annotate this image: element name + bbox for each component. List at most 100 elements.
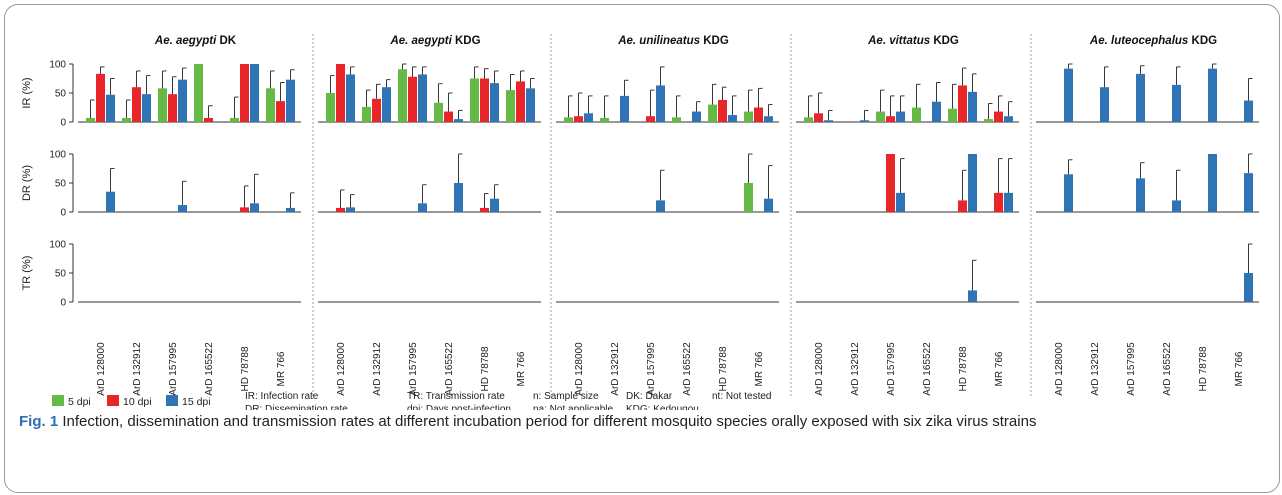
- strain-label: ArD 157995: [1126, 342, 1137, 396]
- bar: [646, 116, 655, 122]
- bar: [106, 191, 115, 212]
- abbreviation-note: KDG: Kedougou: [626, 404, 699, 410]
- bar: [656, 85, 665, 122]
- bar: [860, 120, 869, 122]
- strain-label: ArD 128000: [814, 342, 825, 396]
- bar: [418, 74, 427, 122]
- strain-label: ArD 157995: [646, 342, 657, 396]
- bar: [372, 98, 381, 122]
- bar: [506, 90, 515, 122]
- bar: [814, 113, 823, 122]
- bar: [362, 106, 371, 122]
- strain-label: HD 78788: [958, 346, 969, 391]
- bar: [250, 203, 259, 212]
- y-tick-label: 50: [55, 89, 67, 100]
- strain-label: MR 766: [754, 351, 765, 386]
- bar: [764, 198, 773, 212]
- abbreviation-note: IR: Infection rate: [245, 391, 319, 402]
- bar: [600, 117, 609, 122]
- bar: [142, 94, 151, 122]
- bar: [230, 117, 239, 122]
- legend-swatch: [52, 395, 64, 406]
- group-title-2: Ae. unilineatus KDG: [617, 35, 729, 47]
- group-title-suffix: DK: [216, 35, 237, 47]
- bar: [106, 94, 115, 122]
- bar: [968, 290, 977, 302]
- bar: [994, 192, 1003, 212]
- bar: [564, 117, 573, 122]
- bar: [168, 94, 177, 122]
- bar: [132, 87, 141, 122]
- strain-label: ArD 132912: [610, 342, 621, 396]
- group-title-3: Ae. vittatus KDG: [867, 35, 959, 47]
- bar: [1172, 84, 1181, 122]
- strain-label: MR 766: [1234, 351, 1245, 386]
- y-tick-label: 100: [49, 150, 66, 161]
- bar: [346, 207, 355, 212]
- bar: [656, 200, 665, 212]
- bar: [240, 64, 249, 122]
- strain-label: ArD 128000: [336, 342, 347, 396]
- bar: [158, 88, 167, 122]
- caption-text: Infection, dissemination and transmissio…: [58, 413, 1037, 430]
- bar: [1244, 173, 1253, 212]
- bar: [718, 99, 727, 122]
- bar: [708, 104, 717, 122]
- bar: [994, 111, 1003, 122]
- abbreviation-note: n: Sample size: [533, 391, 599, 402]
- legend-label: 10 dpi: [123, 396, 152, 408]
- strain-label: ArD 157995: [408, 342, 419, 396]
- bar: [408, 76, 417, 122]
- panel-ylabel: IR (%): [21, 77, 33, 108]
- bar: [876, 111, 885, 122]
- group-title-suffix: KDG: [700, 35, 729, 47]
- panel-ylabel: DR (%): [21, 165, 33, 201]
- bar: [480, 78, 489, 122]
- legend-swatch: [107, 395, 119, 406]
- group-title-4: Ae. luteocephalus KDG: [1089, 35, 1217, 47]
- figure-chart: Ae. aegypti DK Ae. aegypti KDG Ae. uniline…: [21, 34, 1259, 410]
- bar: [744, 111, 753, 122]
- bar: [824, 120, 833, 122]
- bar: [178, 79, 187, 122]
- y-tick-label: 0: [60, 298, 66, 309]
- abbreviation-note: nt: Not tested: [712, 391, 771, 402]
- legend-label: 5 dpi: [68, 396, 91, 408]
- bar: [250, 64, 259, 122]
- strain-label: ArD 157995: [886, 342, 897, 396]
- bar: [574, 116, 583, 122]
- strain-label: MR 766: [276, 351, 287, 386]
- group-title-0: Ae. aegypti DK: [154, 35, 237, 47]
- y-tick-label: 100: [49, 60, 66, 71]
- bar: [1136, 178, 1145, 212]
- bar: [444, 111, 453, 122]
- strain-label: ArD 132912: [132, 342, 143, 396]
- strain-label: ArD 165522: [204, 342, 215, 396]
- bar: [266, 88, 275, 122]
- strain-label: ArD 132912: [1090, 342, 1101, 396]
- bar: [336, 64, 345, 122]
- bar: [764, 116, 773, 122]
- bar: [1100, 87, 1109, 122]
- group-title-species: Ae. vittatus: [867, 35, 930, 47]
- caption-label: Fig. 1: [19, 413, 59, 430]
- bar: [86, 117, 95, 122]
- strain-label: ArD 128000: [574, 342, 585, 396]
- legend-label: 15 dpi: [182, 396, 211, 408]
- bar: [286, 79, 295, 122]
- abbreviation-note: na: Not applicable: [533, 404, 613, 410]
- bar: [204, 117, 213, 122]
- bar: [480, 207, 489, 212]
- group-title-species: Ae. aegypti: [389, 35, 452, 47]
- strain-label: ArD 128000: [1054, 342, 1065, 396]
- bar: [490, 83, 499, 122]
- strain-label: ArD 132912: [850, 342, 861, 396]
- bar: [912, 107, 921, 122]
- bar: [744, 183, 753, 212]
- y-tick-label: 50: [55, 179, 67, 190]
- strain-label: HD 78788: [718, 346, 729, 391]
- strain-label: HD 78788: [480, 346, 491, 391]
- bar: [728, 115, 737, 122]
- bar: [1004, 116, 1013, 122]
- bar: [276, 101, 285, 122]
